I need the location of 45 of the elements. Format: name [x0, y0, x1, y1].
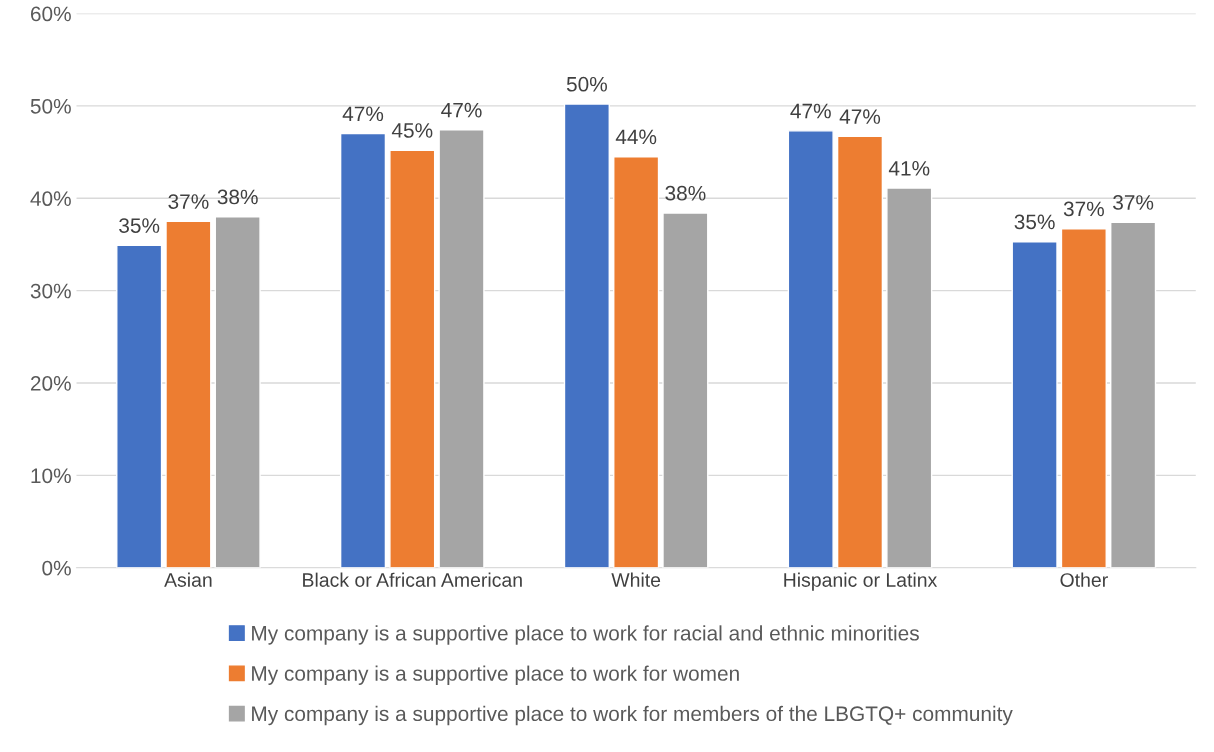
data-label: 45% [391, 123, 433, 138]
bar [787, 130, 834, 568]
data-label: 38% [217, 189, 258, 205]
x-tick-label: Hispanic or Latinx [784, 572, 938, 591]
x-tick-label: Other [1060, 572, 1108, 587]
y-tick-label: 50% [30, 98, 71, 114]
y-tick-label: 20% [30, 376, 71, 391]
bar [165, 220, 212, 568]
bar [613, 156, 660, 568]
bar [836, 135, 884, 568]
data-label: 47% [441, 102, 482, 118]
data-label: 35% [119, 218, 160, 233]
data-label: 37% [168, 194, 209, 209]
x-tick-label: White [611, 572, 661, 587]
legend-label: My company is a supportive place to work for women [252, 665, 739, 685]
data-label: 38% [665, 185, 706, 201]
bar [563, 103, 610, 568]
x-tick-label: Asian [164, 572, 212, 587]
legend-label: My company is a supportive place to work for members of the LBGTQ+ community [252, 705, 1013, 726]
y-tick-label: 10% [31, 468, 71, 484]
y-tick-label: 40% [30, 191, 71, 207]
bar [116, 244, 163, 568]
bar [438, 129, 485, 568]
bar [214, 216, 261, 568]
y-tick-label: 60% [30, 6, 71, 22]
data-label: 47% [342, 106, 384, 122]
data-label: 37% [1063, 201, 1104, 217]
bar [1110, 221, 1157, 568]
bar [662, 212, 709, 568]
bar [389, 149, 436, 568]
data-label: 35% [1014, 214, 1055, 230]
data-label: 41% [888, 161, 930, 176]
y-tick-label: 0% [42, 560, 71, 576]
bar [339, 132, 387, 568]
bar [886, 187, 933, 568]
legend-label: My company is a supportive place to work for racial and ethnic minorities [252, 625, 919, 645]
y-tick-label: 30% [30, 283, 71, 299]
bar [1011, 240, 1058, 568]
data-label: 47% [790, 103, 831, 119]
x-tick-label: Black or African American [303, 572, 522, 587]
data-label: 50% [566, 76, 607, 92]
data-label: 47% [839, 109, 881, 124]
data-label: 44% [615, 129, 657, 145]
bar [1060, 228, 1107, 568]
data-label: 37% [1113, 195, 1154, 210]
